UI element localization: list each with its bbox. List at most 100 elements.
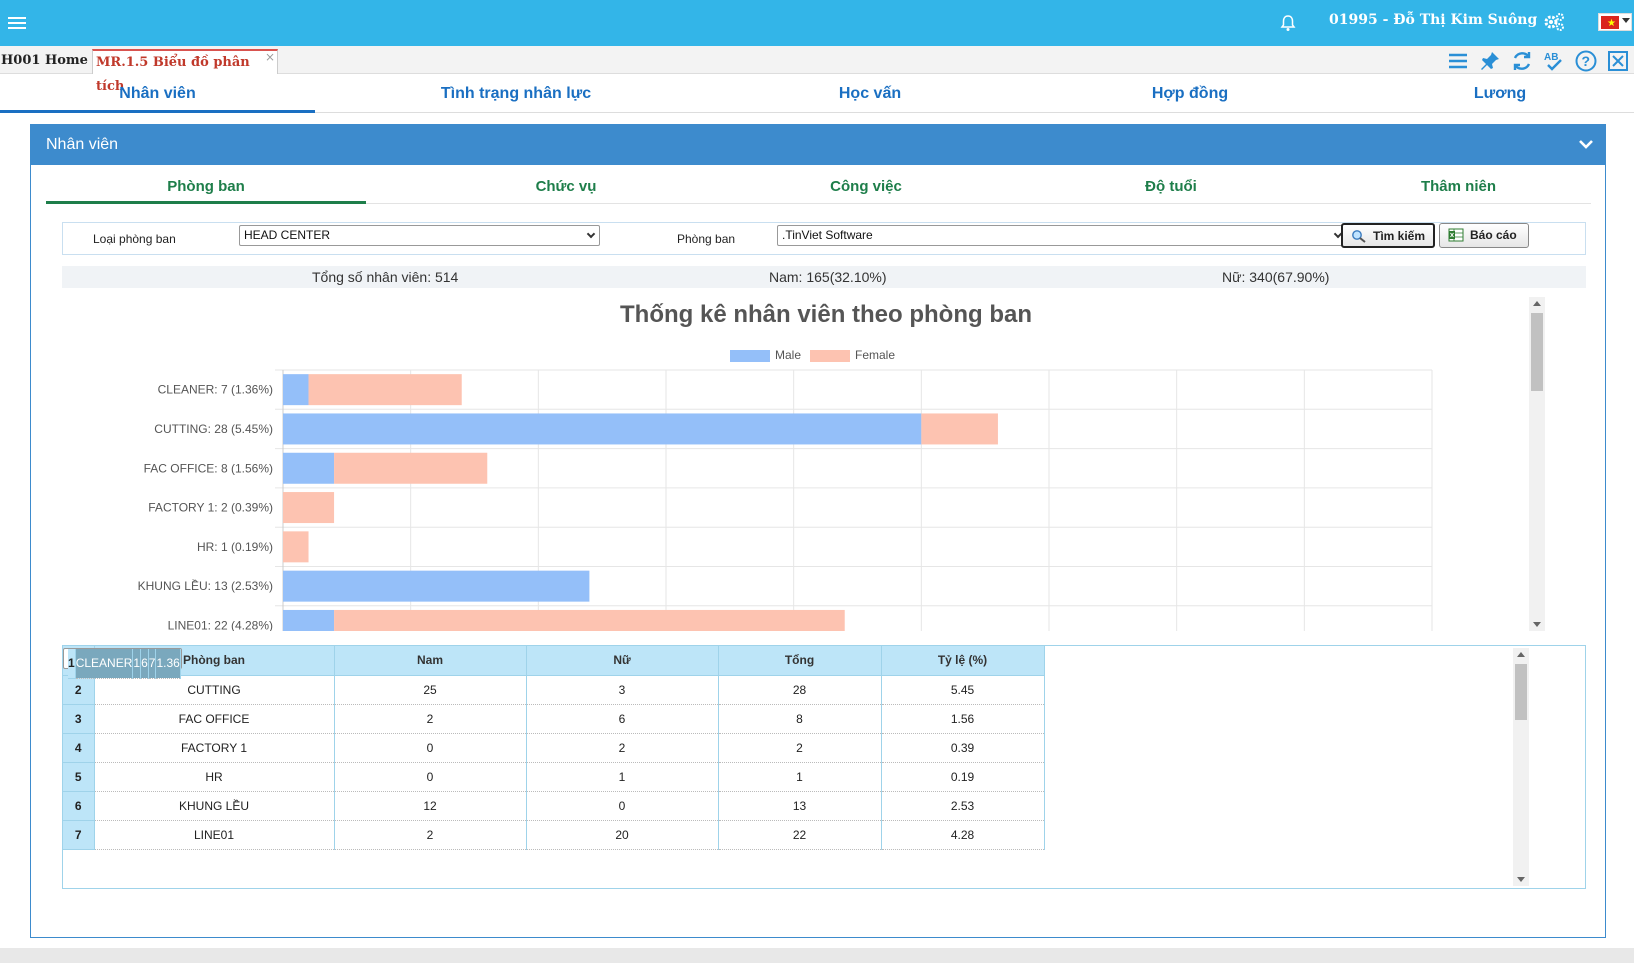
- legend-item-male[interactable]: Male: [730, 348, 801, 362]
- close-tab-icon[interactable]: ×: [264, 50, 275, 64]
- chart-scrollbar[interactable]: [1529, 297, 1545, 631]
- cell-department: CUTTING: [94, 675, 335, 705]
- department-type-label: Loại phòng ban: [93, 232, 176, 246]
- cell-department: FAC OFFICE: [94, 704, 335, 734]
- spellcheck-icon[interactable]: AB: [1542, 49, 1566, 73]
- table-scroll-thumb[interactable]: [1515, 664, 1527, 720]
- department-stats-table: Phòng ban Nam Nữ Tổng Tỷ lệ (%) 1 CLEANER…: [63, 646, 1045, 850]
- table-row[interactable]: 3 FAC OFFICE 2 6 8 1.56: [63, 704, 1045, 734]
- cell-total: 7: [148, 649, 157, 679]
- panel-header[interactable]: Nhân viên: [31, 125, 1605, 165]
- report-button[interactable]: Báo cáo: [1439, 223, 1529, 248]
- table-row[interactable]: 2 CUTTING 25 3 28 5.45: [63, 675, 1045, 705]
- bar-female: [334, 609, 845, 631]
- svg-text:AB: AB: [1544, 52, 1558, 63]
- row-number: 3: [63, 704, 95, 734]
- legend-label-female: Female: [855, 348, 896, 362]
- cell-ratio: 5.45: [881, 675, 1045, 705]
- cell-female: 6: [140, 649, 149, 679]
- department-select[interactable]: .TinViet Software: [777, 225, 1347, 246]
- tab-salary[interactable]: Lương: [1473, 85, 1527, 102]
- search-button-label: Tìm kiếm: [1373, 229, 1426, 243]
- collapse-chevron-icon[interactable]: [1579, 139, 1593, 149]
- employees-panel: Nhân viên Phòng ban Chức vụ Công việc Độ…: [30, 124, 1606, 938]
- chart-scroll-thumb[interactable]: [1531, 313, 1543, 391]
- svg-text:?: ?: [1582, 53, 1591, 69]
- subtab-department[interactable]: Phòng ban: [46, 169, 366, 204]
- cell-total: 22: [718, 820, 882, 850]
- bar-female: [283, 492, 335, 524]
- table-header-row: Phòng ban Nam Nữ Tổng Tỷ lệ (%): [63, 646, 1045, 676]
- male-count-text: Nam: 165(32.10%): [769, 269, 887, 285]
- legend-item-female[interactable]: Female: [810, 348, 895, 362]
- table-row[interactable]: 4 FACTORY 1 0 2 2 0.39: [63, 733, 1045, 763]
- refresh-icon[interactable]: [1510, 49, 1534, 73]
- bar-male: [283, 609, 335, 631]
- main-nav-tabs: Nhân viên Tình trạng nhân lực Học vấn Hợ…: [0, 75, 1634, 113]
- table-row[interactable]: 5 HR 0 1 1 0.19: [63, 762, 1045, 792]
- table-scrollbar[interactable]: [1513, 648, 1529, 886]
- cell-total: 1: [718, 762, 882, 792]
- tab-employees[interactable]: Nhân viên: [0, 75, 315, 113]
- settings-gears-icon[interactable]: [1542, 11, 1566, 33]
- language-flag-selector[interactable]: ★: [1598, 13, 1632, 31]
- row-number: 2: [63, 675, 95, 705]
- column-header-female[interactable]: Nữ: [526, 646, 719, 676]
- scroll-up-arrow-icon[interactable]: [1533, 301, 1541, 306]
- filter-bar: Loại phòng ban HEAD CENTER Phòng ban .Ti…: [62, 222, 1586, 255]
- subtab-position[interactable]: Chức vụ: [535, 178, 597, 195]
- cell-ratio: 2.53: [881, 791, 1045, 821]
- tab-analysis-chart[interactable]: MR.1.5 Biểu đồ phân tích ×: [92, 49, 278, 94]
- legend-label-male: Male: [775, 348, 802, 362]
- hamburger-menu-icon[interactable]: [8, 14, 26, 30]
- total-employees-text: Tổng số nhân viên: 514: [312, 269, 459, 285]
- table-row[interactable]: 7 LINE01 2 20 22 4.28: [63, 820, 1045, 850]
- cell-department: FACTORY 1: [94, 733, 335, 763]
- user-name[interactable]: 01995 - Đỗ Thị Kim Suông: [1329, 12, 1538, 28]
- tab-education[interactable]: Học vấn: [838, 85, 902, 102]
- search-button[interactable]: Tìm kiếm: [1341, 223, 1435, 248]
- scroll-down-arrow-icon[interactable]: [1517, 877, 1525, 882]
- column-header-total[interactable]: Tổng: [718, 646, 882, 676]
- category-label: KHUNG LỀU: 13 (2.53%): [138, 578, 273, 593]
- cell-ratio: 4.28: [881, 820, 1045, 850]
- bell-icon[interactable]: [1278, 13, 1298, 33]
- chart-title: Thống kê nhân viên theo phòng ban: [620, 301, 1032, 328]
- pin-icon[interactable]: [1478, 49, 1502, 73]
- cell-female: 3: [526, 675, 719, 705]
- category-label: CLEANER: 7 (1.36%): [158, 383, 273, 397]
- tab-home[interactable]: H001 Home: [1, 53, 88, 68]
- bar-male: [283, 413, 922, 445]
- cell-female: 0: [526, 791, 719, 821]
- bar-male: [283, 374, 309, 406]
- legend-swatch-female: [810, 349, 850, 362]
- bar-female: [283, 531, 309, 563]
- department-type-select[interactable]: HEAD CENTER: [239, 225, 600, 246]
- table-row[interactable]: 1 CLEANER 1 6 7 1.36: [63, 648, 182, 679]
- row-number: 5: [63, 762, 95, 792]
- help-icon[interactable]: ?: [1574, 49, 1598, 73]
- cell-male: 12: [334, 791, 527, 821]
- column-header-ratio[interactable]: Tỷ lệ (%): [881, 646, 1045, 676]
- panel-title: Nhân viên: [46, 136, 119, 153]
- list-icon[interactable]: [1446, 49, 1470, 73]
- report-button-label: Báo cáo: [1470, 228, 1517, 242]
- subtab-age[interactable]: Độ tuổi: [1145, 178, 1197, 195]
- subtab-seniority[interactable]: Thâm niên: [1420, 178, 1496, 195]
- row-number: 4: [63, 733, 95, 763]
- tab-contracts[interactable]: Hợp đồng: [1151, 85, 1229, 102]
- department-label: Phòng ban: [677, 232, 736, 246]
- close-icon[interactable]: [1606, 49, 1630, 73]
- category-label: FAC OFFICE: 8 (1.56%): [144, 461, 273, 475]
- table-row[interactable]: 6 KHUNG LỀU 12 0 13 2.53: [63, 791, 1045, 821]
- category-label: HR: 1 (0.19%): [197, 540, 273, 554]
- subtab-job[interactable]: Công việc: [830, 178, 902, 195]
- scroll-up-arrow-icon[interactable]: [1517, 652, 1525, 657]
- legend-swatch-male: [730, 349, 770, 362]
- excel-report-icon: [1448, 228, 1464, 242]
- bar-female: [921, 413, 998, 445]
- tab-workforce-status[interactable]: Tình trạng nhân lực: [440, 85, 592, 102]
- scroll-down-arrow-icon[interactable]: [1533, 622, 1541, 627]
- column-header-male[interactable]: Nam: [334, 646, 527, 676]
- top-bar: 01995 - Đỗ Thị Kim Suông ★: [0, 0, 1634, 46]
